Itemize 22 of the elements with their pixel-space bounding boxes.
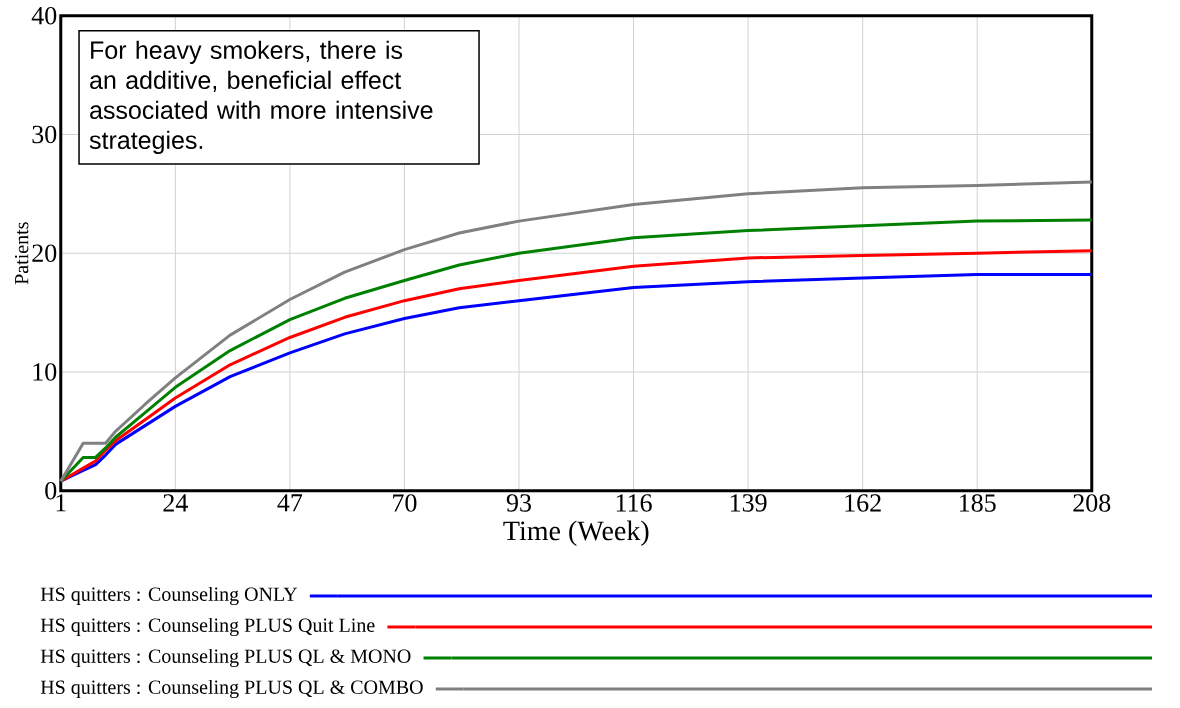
legend-label: HS quitters : Counseling PLUS QL & MONO <box>40 648 411 668</box>
y-tick-label: 20 <box>32 244 57 262</box>
annotation: For heavy smokers, there is an additive, beneficial effect associated with more intensive strategies. <box>89 40 433 154</box>
x-axis-title: Time (Week) <box>503 520 649 547</box>
x-tick-label: 139 <box>730 494 767 512</box>
x-tick-label: 70 <box>393 494 417 512</box>
y-tick-label: 40 <box>31 6 57 25</box>
x-tick-label: 208 <box>1073 494 1111 512</box>
x-tick-label: 24 <box>163 494 188 512</box>
x-tick-label: 185 <box>960 494 996 512</box>
legend-label: HS quitters : Counseling PLUS Quit Line <box>40 617 375 637</box>
legend-label: HS quitters : Counseling PLUS QL & COMBO <box>40 679 423 699</box>
x-tick-label: 162 <box>845 494 881 512</box>
x-tick-label: 47 <box>277 494 303 512</box>
x-tick-label: 1 <box>56 494 66 512</box>
y-tick-label: 10 <box>33 363 57 381</box>
x-tick-label: 116 <box>616 494 652 512</box>
legend-label: HS quitters : Counseling ONLY <box>40 586 298 606</box>
y-axis-title: Patients <box>14 222 29 285</box>
y-tick-label: 0 <box>45 481 57 500</box>
y-tick-label: 30 <box>32 125 57 144</box>
x-tick-label: 93 <box>506 494 531 512</box>
